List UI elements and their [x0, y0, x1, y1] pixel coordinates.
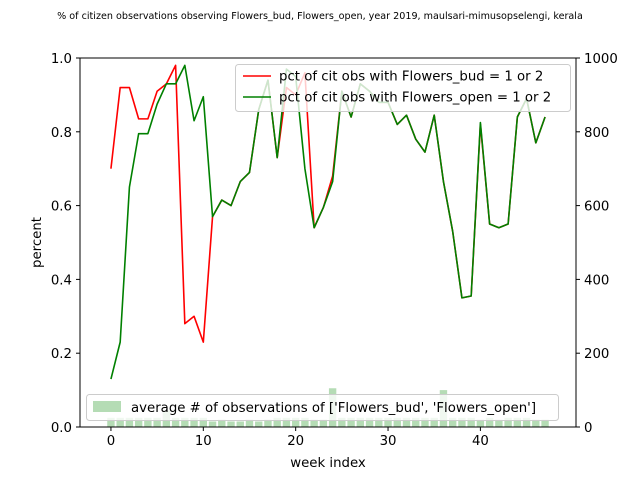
bar	[255, 421, 263, 427]
bar	[375, 417, 383, 427]
bar	[448, 417, 457, 427]
legend-lower: average # of observations of ['Flowers_b…	[86, 394, 559, 421]
bar	[485, 417, 494, 427]
bar	[153, 417, 161, 427]
y-tick-label: 1.0	[51, 52, 72, 67]
bar	[125, 417, 134, 427]
bar	[301, 417, 309, 427]
legend-label-bud: pct of cit obs with Flowers_bud = 1 or 2	[279, 70, 543, 85]
bar	[218, 419, 226, 427]
bar	[291, 417, 300, 427]
bar	[227, 421, 235, 427]
bar	[236, 421, 244, 427]
bar	[310, 419, 318, 427]
bar	[144, 417, 152, 427]
bar	[245, 419, 254, 427]
x-tick-label: 40	[472, 434, 489, 449]
bar	[107, 417, 115, 427]
bar	[513, 417, 522, 427]
bar	[412, 417, 420, 427]
y2-tick-label: 600	[584, 200, 609, 215]
bar	[199, 417, 208, 427]
bar	[541, 419, 549, 427]
y2-tick-label: 400	[584, 273, 609, 288]
bar	[273, 417, 281, 427]
bar	[430, 417, 438, 427]
bar	[467, 417, 475, 427]
legend-upper-box	[235, 64, 571, 112]
bar	[181, 417, 189, 427]
legend-swatch-obs	[93, 401, 121, 412]
y2-tick-label: 0	[584, 421, 592, 436]
legend-label-obs: average # of observations of ['Flowers_b…	[131, 401, 536, 416]
legend-upper: pct of cit obs with Flowers_bud = 1 or 2…	[235, 64, 571, 112]
x-tick-label: 20	[287, 434, 304, 449]
bar	[365, 417, 374, 427]
line-series	[110, 64, 546, 380]
y2-axis: 0 200 400 600 800 1000	[576, 52, 618, 436]
bar	[116, 417, 124, 427]
plot-frame	[79, 57, 577, 428]
x-tick-label: 0	[107, 434, 115, 449]
bar	[190, 417, 198, 427]
bar	[421, 417, 429, 427]
bar	[384, 417, 392, 427]
x-axis: 0 10 20 30 40	[107, 427, 489, 449]
bar	[393, 417, 401, 427]
y-tick-label: 0.0	[51, 421, 72, 436]
x-tick-label: 30	[380, 434, 397, 449]
bar	[208, 421, 217, 427]
bar	[264, 419, 272, 427]
bar	[338, 417, 346, 427]
bar	[522, 417, 531, 427]
legend-lower-box	[86, 394, 559, 421]
bar	[458, 417, 466, 427]
bar	[402, 417, 411, 427]
bar	[347, 417, 355, 427]
y-axis-label: percent	[30, 217, 45, 268]
x-axis-label: week index	[290, 456, 366, 471]
bar	[171, 417, 180, 427]
y2-tick-label: 800	[584, 126, 609, 141]
bar	[504, 417, 512, 427]
series-line-open	[110, 64, 546, 380]
y-tick-label: 0.8	[51, 126, 72, 141]
y-tick-label: 0.4	[51, 273, 72, 288]
bar	[532, 419, 540, 427]
legend-label-open: pct of cit obs with Flowers_open = 1 or …	[279, 91, 551, 106]
bar	[134, 417, 143, 427]
y2-tick-label: 200	[584, 347, 609, 362]
x-tick-label: 10	[195, 434, 212, 449]
chart-title: % of citizen observations observing Flow…	[57, 11, 583, 22]
bar	[319, 419, 328, 427]
bar	[476, 419, 485, 427]
y2-tick-label: 1000	[584, 52, 618, 67]
y-tick-label: 0.6	[51, 200, 72, 215]
bar	[282, 417, 291, 427]
y-tick-label: 0.2	[51, 347, 72, 362]
y-axis: 0.0 0.2 0.4 0.6 0.8 1.0	[51, 52, 80, 436]
bar	[356, 417, 365, 427]
bar	[495, 419, 503, 427]
